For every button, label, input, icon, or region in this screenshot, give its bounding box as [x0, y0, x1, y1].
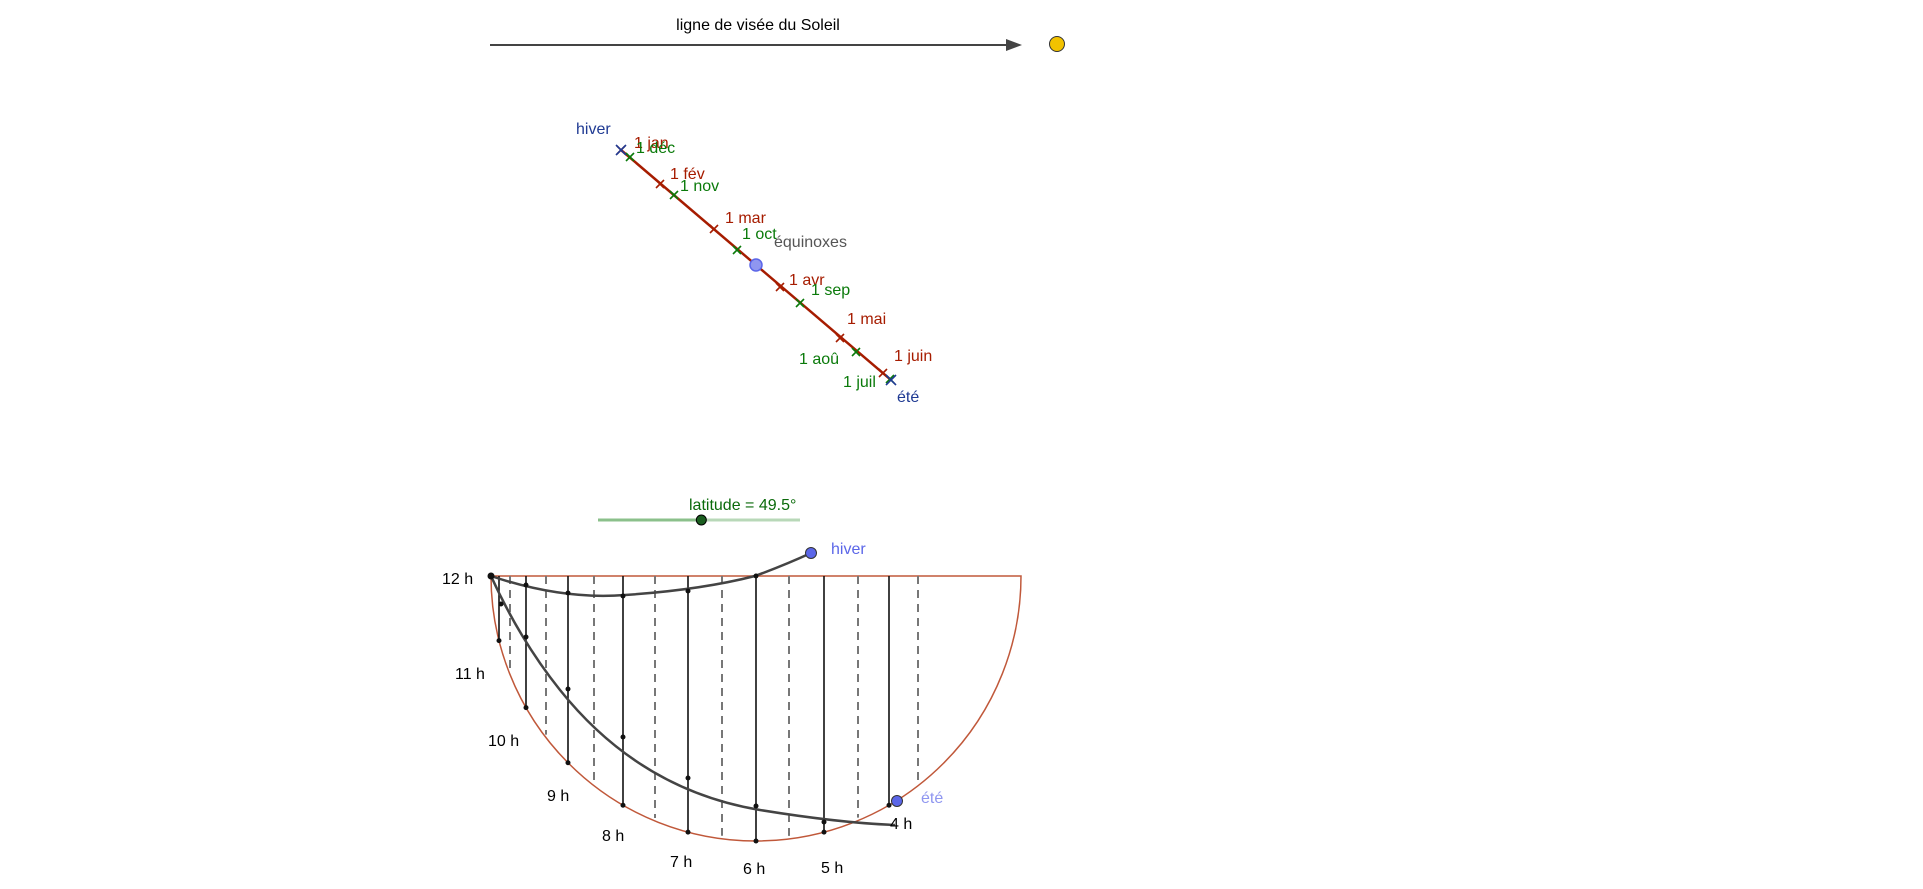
month-label-oct: 1 oct — [742, 226, 777, 243]
half-hour-lines — [509, 576, 919, 836]
month-marks — [615, 144, 897, 386]
equinox-label: équinoxes — [774, 234, 847, 251]
curve-point-6 — [523, 634, 529, 640]
hour-label-11: 11 h — [455, 666, 485, 683]
tick-mark-feb-b — [655, 179, 665, 189]
month-labels: 1 jan 1 fév 1 mar 1 avr 1 mai 1 juin 1 j… — [634, 135, 932, 391]
hour-label-9: 9 h — [547, 788, 569, 805]
tick-mark-nov-b — [669, 190, 679, 200]
hour-points — [496, 573, 892, 844]
hour-point-7 — [685, 829, 691, 835]
hour-point-11 — [496, 638, 502, 644]
winter-point[interactable] — [805, 547, 817, 559]
tick-mark-may-b — [835, 333, 845, 343]
sundial-winter-label: hiver — [831, 541, 866, 558]
curve-point-3 — [685, 588, 691, 594]
tick-mark-oct-b — [732, 245, 742, 255]
ecliptic-segment: hiver été équinoxes 1 jan 1 fév 1 mar 1 … — [576, 121, 932, 406]
curve-point-4 — [753, 573, 759, 579]
winter-label: hiver — [576, 121, 611, 138]
curve-point-11 — [821, 819, 827, 825]
winter-solstice-mark-b — [615, 144, 627, 156]
hour-labels: 12 h 11 h 10 h 9 h 8 h 7 h 6 h 5 h 4 h — [442, 571, 912, 878]
hour-point-9 — [565, 760, 571, 766]
summer-label: été — [897, 389, 919, 406]
tick-mark-mar-b — [709, 224, 719, 234]
hour-lines — [498, 576, 890, 841]
month-label-feb: 1 fév — [670, 166, 705, 183]
curve-point-0 — [523, 582, 529, 588]
month-label-nov: 1 nov — [680, 178, 719, 195]
hour-point-8 — [620, 802, 626, 808]
winter-curve — [490, 551, 812, 598]
hour-label-4: 4 h — [890, 816, 912, 833]
month-label-aug: 1 aoû — [799, 351, 839, 368]
month-label-jul: 1 juil — [843, 374, 876, 391]
tick-mark-apr-b — [775, 282, 785, 292]
hour-point-5 — [821, 829, 827, 835]
month-label-may: 1 mai — [847, 311, 886, 328]
hour-label-5: 5 h — [821, 860, 843, 877]
noon-point — [487, 572, 495, 580]
sundial-summer-label: été — [921, 790, 943, 807]
hour-label-7: 7 h — [670, 854, 692, 871]
sun-icon — [1049, 36, 1065, 52]
tick-mark-dec-b — [625, 152, 635, 162]
curve-point-8 — [620, 734, 626, 740]
month-label-sep: 1 sep — [811, 282, 850, 299]
sight-line: ligne de visée du Soleil — [490, 17, 1065, 52]
latitude-slider[interactable]: latitude = 49.5° — [598, 497, 800, 526]
slider-knob[interactable] — [695, 514, 707, 526]
hour-point-4 — [886, 802, 892, 808]
month-label-dec: 1 déc — [636, 140, 675, 157]
sight-line-label: ligne de visée du Soleil — [676, 17, 840, 34]
horizon-semicircle — [490, 575, 1022, 842]
tick-mark-sep-b — [795, 298, 805, 308]
hour-point-6 — [753, 838, 759, 844]
hour-label-10: 10 h — [488, 733, 519, 750]
tick-mark-aug-b — [851, 347, 861, 357]
hour-label-12: 12 h — [442, 571, 473, 588]
latitude-label: latitude = 49.5° — [689, 497, 796, 514]
month-label-apr: 1 avr — [789, 272, 825, 289]
curve-point-5 — [498, 601, 504, 607]
equinox-point[interactable] — [749, 258, 763, 272]
tick-mark-jun-b — [878, 368, 888, 378]
curve-point-1 — [565, 590, 571, 596]
curve-point-2 — [620, 593, 626, 599]
curve-point-9 — [685, 775, 691, 781]
hour-point-10 — [523, 705, 529, 711]
month-label-jun: 1 juin — [894, 348, 932, 365]
hour-label-6: 6 h — [743, 861, 765, 878]
summer-curve — [489, 575, 896, 827]
month-label-mar: 1 mar — [725, 210, 767, 227]
curve-point-7 — [565, 686, 571, 692]
curve-point-10 — [753, 803, 759, 809]
summer-point[interactable] — [891, 795, 903, 807]
arrow-head-icon — [1006, 39, 1022, 51]
month-label-jan: 1 jan — [634, 135, 669, 152]
sundial-projection: hiver été 12 h 11 h 10 h 9 h 8 h 7 h 6 h… — [442, 541, 1022, 878]
summer-solstice-mark-b — [885, 374, 897, 386]
hour-label-8: 8 h — [602, 828, 624, 845]
